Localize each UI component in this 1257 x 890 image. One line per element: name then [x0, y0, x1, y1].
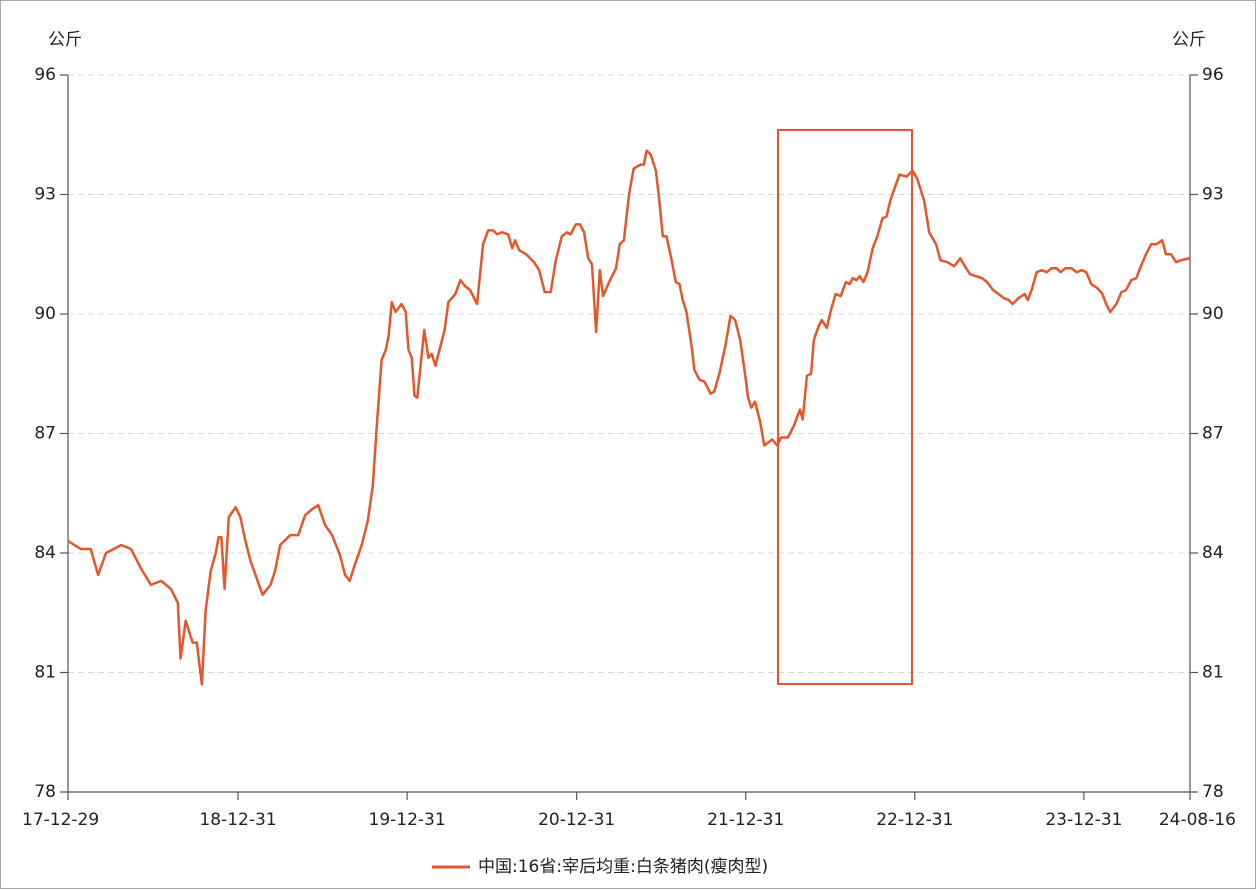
series-line [67, 149, 1191, 686]
x-tick-label: 21-12-31 [707, 810, 784, 830]
y2-tick-label: 96 [1202, 65, 1224, 85]
y2-tick-label: 93 [1202, 185, 1224, 205]
highlight-box [777, 129, 913, 685]
x-tick-label: 22-12-31 [876, 810, 953, 830]
y2-tick-label: 84 [1202, 543, 1224, 563]
y2-axis-label: 公斤 [1172, 30, 1206, 50]
y-tick-label: 93 [34, 185, 56, 205]
y2-tick-label: 78 [1202, 782, 1224, 802]
y2-tick-label: 90 [1202, 304, 1224, 324]
x-tick-label: 20-12-31 [538, 810, 615, 830]
grid [68, 74, 1190, 673]
plot [67, 149, 1191, 686]
x-tick-label: 17-12-29 [22, 810, 99, 830]
y-tick-label: 84 [34, 543, 56, 563]
x-tick-label: 23-12-31 [1045, 810, 1122, 830]
x-tick-label: 24-08-16 [1159, 810, 1236, 830]
y2-tick-label: 87 [1202, 424, 1224, 444]
y-axis-label: 公斤 [48, 30, 82, 50]
y-tick-label: 78 [34, 782, 56, 802]
y-tick-label: 90 [34, 304, 56, 324]
y2-tick-label: 81 [1202, 663, 1224, 683]
x-tick-label: 18-12-31 [199, 810, 276, 830]
y-tick-label: 96 [34, 65, 56, 85]
y-tick-label: 87 [34, 424, 56, 444]
x-tick-label: 19-12-31 [369, 810, 446, 830]
legend-label: 中国:16省:宰后均重:白条猪肉(瘦肉型) [478, 857, 768, 877]
y-tick-label: 81 [34, 663, 56, 683]
legend: 中国:16省:宰后均重:白条猪肉(瘦肉型) [432, 857, 768, 877]
